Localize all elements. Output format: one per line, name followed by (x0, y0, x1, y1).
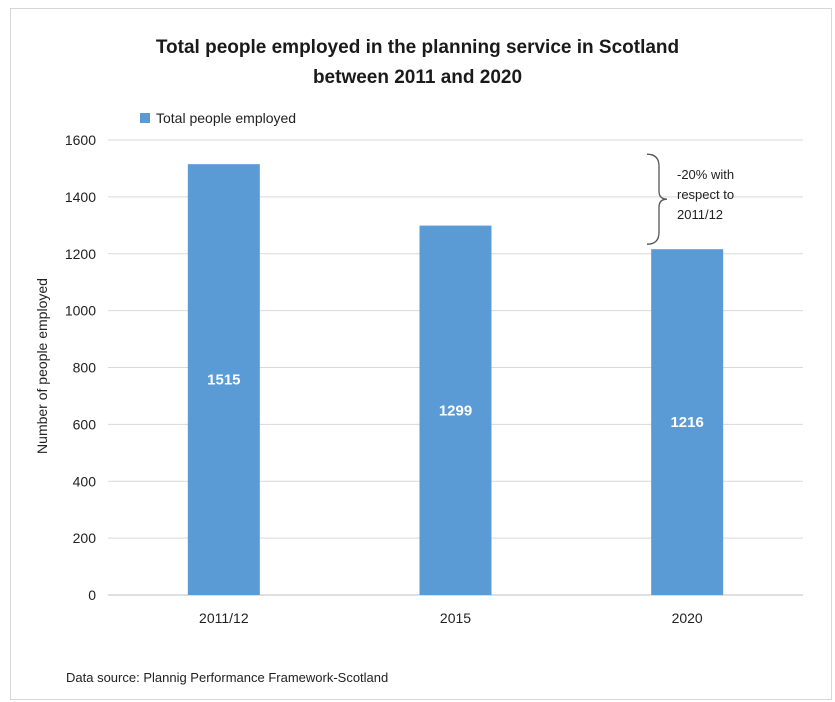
x-tick-label-2015: 2015 (440, 610, 471, 626)
y-tick-label-1400: 1400 (65, 189, 96, 205)
bar-2015 (419, 225, 492, 596)
chart-title-line-1: Total people employed in the planning se… (155, 37, 680, 58)
y-tick-label-1600: 1600 (65, 132, 96, 148)
x-tick-label-2020: 2020 (672, 610, 703, 626)
data-label-2015: 1299 (439, 402, 472, 419)
data-source-note: Data source: Plannig Performance Framewo… (66, 670, 389, 685)
y-tick-label-600: 600 (73, 416, 97, 432)
bar-2011/12 (187, 164, 260, 595)
legend: Total people employed (140, 110, 296, 126)
data-label-2020: 1216 (670, 414, 703, 431)
legend-swatch (140, 113, 150, 123)
y-tick-label-1000: 1000 (65, 303, 96, 319)
bar-2020 (651, 249, 724, 595)
chart-title-line-2: between 2011 and 2020 (312, 67, 523, 88)
annotation-line-2: respect to (677, 187, 735, 202)
legend-label: Total people employed (156, 110, 297, 126)
annotation-line-3: 2011/12 (677, 207, 724, 222)
data-label-2011/12: 1515 (207, 372, 240, 389)
y-tick-label-400: 400 (73, 473, 97, 489)
y-tick-label-800: 800 (73, 360, 97, 376)
y-tick-label-0: 0 (88, 587, 96, 603)
y-tick-label-200: 200 (73, 530, 97, 546)
annotation-line-1: -20% with (677, 167, 735, 182)
y-tick-label-1200: 1200 (65, 246, 96, 262)
x-tick-label-2011/12: 2011/12 (199, 610, 249, 626)
annotation-bracket (646, 153, 668, 245)
